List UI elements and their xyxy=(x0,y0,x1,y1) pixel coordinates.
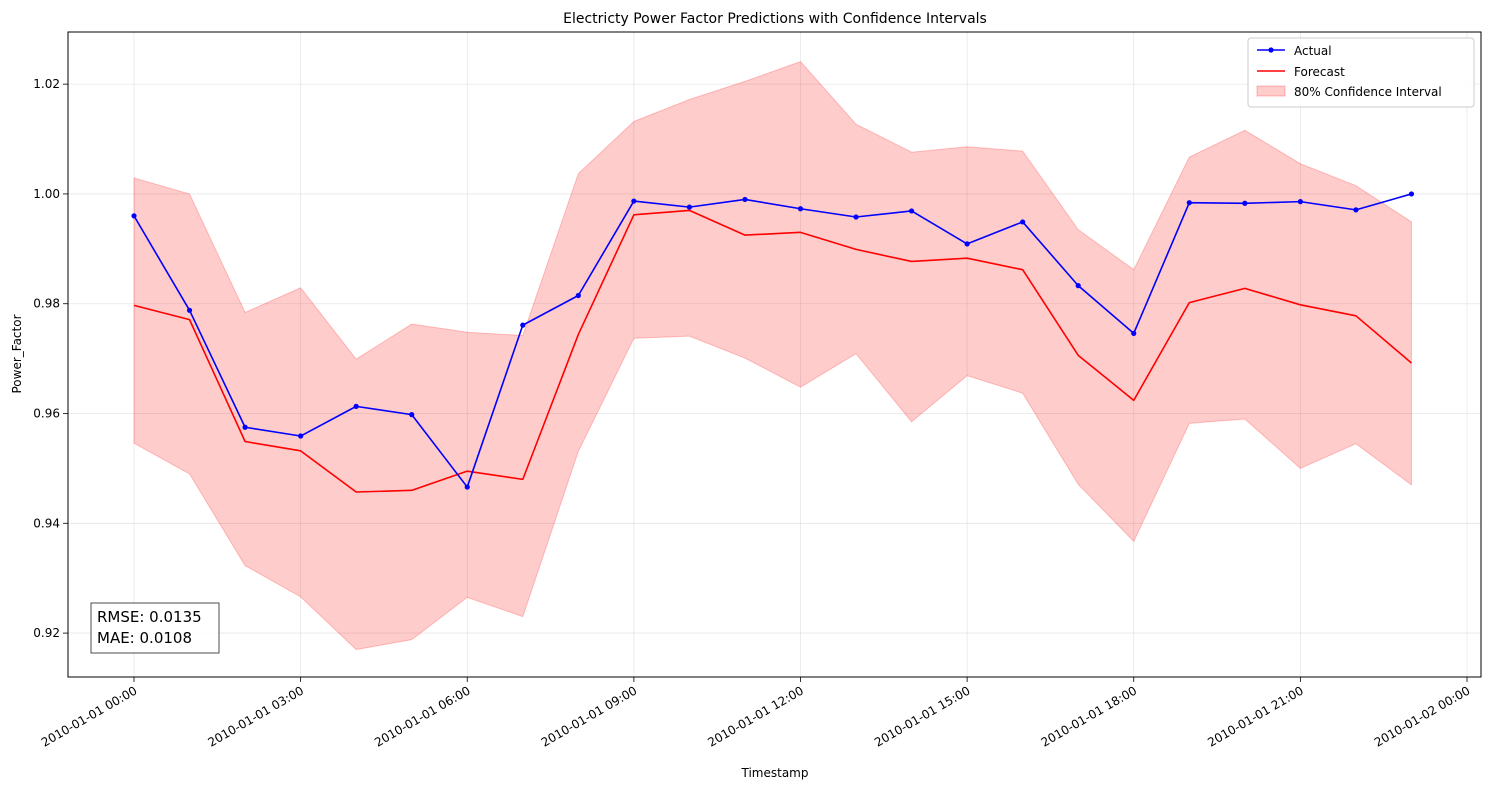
actual-data-point xyxy=(409,412,415,418)
plot-frame xyxy=(67,31,1482,678)
actual-data-point xyxy=(1242,200,1248,206)
legend-actual-label: Actual xyxy=(1294,44,1332,58)
legend-ci-label: 80% Confidence Interval xyxy=(1294,85,1442,99)
grid-lines xyxy=(68,32,1481,677)
chart-title: Electricty Power Factor Predictions with… xyxy=(563,11,987,27)
rmse-text: RMSE: 0.0135 xyxy=(97,608,202,626)
actual-data-point xyxy=(797,206,804,212)
actual-data-point xyxy=(1297,199,1303,205)
actual-data-point xyxy=(186,307,193,313)
mae-text: MAE: 0.0108 xyxy=(97,629,192,647)
actual-data-point xyxy=(686,204,693,210)
actual-data-point xyxy=(520,322,526,328)
actual-data-point xyxy=(1408,191,1415,197)
y-axis-label: Power_Factor xyxy=(10,314,24,393)
metrics-box: RMSE: 0.0135 MAE: 0.0108 xyxy=(90,602,220,654)
actual-data-point xyxy=(131,213,137,219)
actual-data-point xyxy=(631,198,637,204)
forecast-series-line xyxy=(133,209,1412,493)
actual-data-point xyxy=(1131,330,1137,336)
actual-data-point xyxy=(298,433,304,439)
actual-data-point xyxy=(908,208,915,214)
actual-data-point xyxy=(964,241,970,247)
legend-ci-swatch xyxy=(1256,85,1286,97)
confidence-interval-area xyxy=(133,61,1412,651)
actual-series-line xyxy=(133,193,1412,488)
actual-data-point xyxy=(1075,283,1081,289)
series-lines xyxy=(131,191,1415,493)
legend-forecast-label: Forecast xyxy=(1294,65,1345,79)
y-tick-label: 0.92 xyxy=(33,626,60,640)
metrics-box-frame xyxy=(90,602,220,654)
actual-data-point xyxy=(1020,219,1026,225)
y-tick-label: 0.98 xyxy=(33,297,60,311)
legend-box xyxy=(1247,37,1475,108)
y-tick-label: 1.00 xyxy=(33,187,60,201)
x-axis-label: Timestamp xyxy=(741,766,809,780)
actual-data-point xyxy=(575,292,581,299)
legend: Actual Forecast 80% Confidence Interval xyxy=(1247,37,1475,108)
legend-actual-marker xyxy=(1268,47,1274,53)
y-tick-label: 1.02 xyxy=(33,77,60,91)
actual-data-point xyxy=(242,424,248,430)
y-tick-label: 0.94 xyxy=(33,516,60,530)
y-tick-label: 0.96 xyxy=(33,407,60,421)
actual-data-point xyxy=(1186,200,1192,206)
y-axis-ticks: 0.92 0.94 0.96 0.98 1.00 1.02 xyxy=(33,77,68,640)
actual-data-point xyxy=(353,403,359,409)
actual-data-point xyxy=(853,214,859,220)
confidence-interval-band xyxy=(133,61,1412,651)
actual-data-point xyxy=(1353,207,1359,213)
actual-data-point xyxy=(742,196,748,203)
actual-data-point xyxy=(464,484,470,490)
